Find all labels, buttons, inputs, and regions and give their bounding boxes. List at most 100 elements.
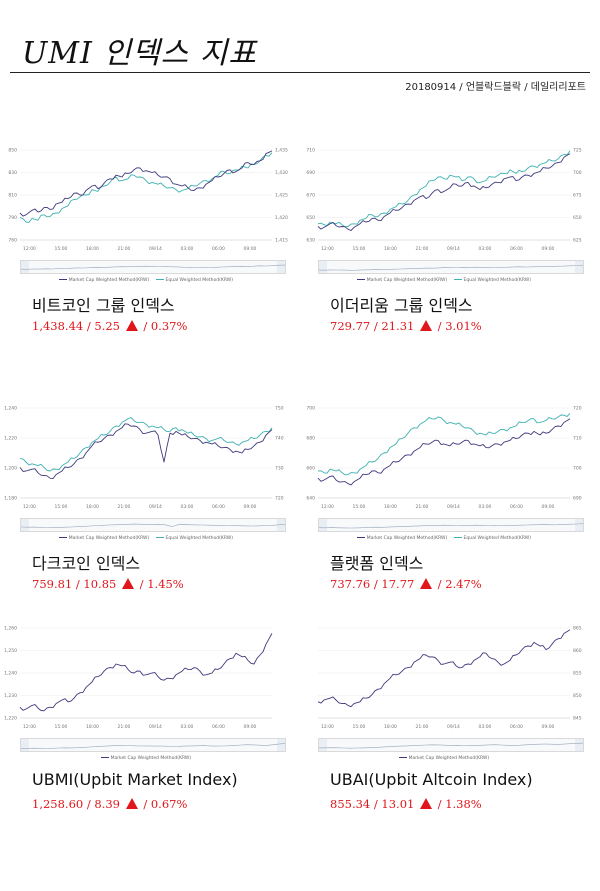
y-tick-label-right: 720 <box>573 406 582 412</box>
range-navigator[interactable] <box>318 260 584 274</box>
line-chart: 1,220 1,230 1,240 1,250 1,260 12:00 15:00 18:00… <box>4 626 273 730</box>
index-card: 760 1,415 790 1,420 810 1,425 830 1,430 850 1,435… <box>2 140 292 360</box>
x-tick-label: 21:00 <box>117 246 130 252</box>
x-tick-label: 09:00 <box>243 724 256 730</box>
y-tick-label-left: 1,230 <box>4 693 17 699</box>
legend-label: Market Cap Weighted Method(KRW) <box>68 278 150 283</box>
index-card: 845 850 855 860 865 12:00 15:00 18:00 21:00 09/14… <box>300 618 590 838</box>
x-tick-label: 09:00 <box>541 504 554 510</box>
legend-label: Market Cap Weighted Method(KRW) <box>408 756 490 761</box>
y-tick-label-right: 865 <box>573 626 582 632</box>
index-price-change: 737.76 / 17.77 <box>330 577 415 591</box>
x-tick-label: 18:00 <box>384 724 397 730</box>
y-tick-label-left: 1,220 <box>4 716 17 722</box>
y-tick-label-left: 690 <box>306 170 315 176</box>
y-tick-label-left: 830 <box>8 170 17 176</box>
series-line-equal-weight <box>317 150 571 228</box>
legend-label: Equal Weighted Method(KRW) <box>165 536 234 541</box>
x-tick-label: 18:00 <box>86 246 99 252</box>
y-tick-label-left: 660 <box>306 466 315 472</box>
legend-swatch <box>58 278 67 281</box>
range-navigator[interactable] <box>318 518 584 532</box>
legend-swatch <box>356 278 365 281</box>
up-triangle-icon <box>125 798 138 809</box>
x-tick-label: 21:00 <box>415 504 428 510</box>
legend-label: Market Cap Weighted Method(KRW) <box>110 756 192 761</box>
y-tick-label-right: 675 <box>573 193 582 199</box>
y-tick-label-right: 710 <box>573 436 582 442</box>
index-percent-change: / 1.45% <box>139 577 184 591</box>
index-card: 630 625 650 650 670 675 690 700 710 725 12:00 15:00… <box>300 140 590 360</box>
legend-swatch <box>453 536 462 539</box>
x-tick-label: 18:00 <box>86 724 99 730</box>
index-value: 759.81 / 10.85 / 1.45% <box>32 577 184 591</box>
index-value: 1,258.60 / 8.39 / 0.67% <box>32 797 187 811</box>
y-tick-label-left: 680 <box>306 436 315 442</box>
x-tick-label: 06:00 <box>510 246 523 252</box>
navigator-line <box>21 264 285 270</box>
y-tick-label-right: 1,420 <box>275 215 288 221</box>
x-tick-label: 03:00 <box>478 246 491 252</box>
chart-legend: Market Cap Weighted Method(KRW) Equal We… <box>2 278 292 283</box>
navigator-line <box>21 743 285 749</box>
x-tick-label: 06:00 <box>510 504 523 510</box>
range-navigator[interactable] <box>20 260 286 274</box>
legend-swatch <box>453 278 462 281</box>
y-tick-label-right: 650 <box>573 215 582 221</box>
x-tick-label: 12:00 <box>321 724 334 730</box>
navigator-sparkline <box>21 523 285 529</box>
chart-legend: Market Cap Weighted Method(KRW) Equal We… <box>300 536 590 541</box>
index-value: 1,438.44 / 5.25 / 0.37% <box>32 319 187 333</box>
navigator-sparkline <box>319 742 583 749</box>
legend-label: Equal Weighted Method(KRW) <box>463 536 532 541</box>
y-tick-label-left: 1,180 <box>4 496 17 502</box>
legend-swatch <box>155 536 164 539</box>
y-tick-label-left: 670 <box>306 193 315 199</box>
up-triangle-icon <box>420 320 433 331</box>
y-tick-label-right: 730 <box>275 466 284 472</box>
x-tick-label: 03:00 <box>478 504 491 510</box>
x-tick-label: 18:00 <box>384 246 397 252</box>
index-value: 729.77 / 21.31 / 3.01% <box>330 319 482 333</box>
index-card: 640 690 660 700 680 710 700 720 12:00 15:00 18:00 2… <box>300 398 590 618</box>
index-percent-change: / 3.01% <box>437 319 482 333</box>
range-navigator[interactable] <box>20 518 286 532</box>
x-tick-label: 21:00 <box>415 246 428 252</box>
x-tick-label: 21:00 <box>415 724 428 730</box>
range-navigator[interactable] <box>20 738 286 752</box>
navigator-line <box>21 523 285 529</box>
x-tick-label: 09/14 <box>149 724 162 730</box>
y-tick-label-right: 1,425 <box>275 193 288 199</box>
navigator-sparkline <box>319 523 583 529</box>
x-tick-label: 03:00 <box>478 724 491 730</box>
index-card: 1,220 1,230 1,240 1,250 1,260 12:00 15:00 18:00… <box>2 618 292 838</box>
y-tick-label-left: 700 <box>306 406 315 412</box>
x-tick-label: 21:00 <box>117 504 130 510</box>
line-chart: 1,180 720 1,200 730 1,220 740 1,240 750 12:00 15:… <box>4 406 284 511</box>
chart-legend: Market Cap Weighted Method(KRW) <box>2 756 292 761</box>
y-tick-label-left: 810 <box>8 193 17 199</box>
x-tick-label: 09/14 <box>447 504 460 510</box>
range-navigator[interactable] <box>318 738 584 752</box>
index-percent-change: / 2.47% <box>437 577 482 591</box>
legend-swatch <box>100 756 109 759</box>
y-tick-label-right: 855 <box>573 671 582 677</box>
legend-label: Market Cap Weighted Method(KRW) <box>366 536 448 541</box>
navigator-line <box>319 523 583 529</box>
y-tick-label-right: 845 <box>573 716 582 722</box>
y-tick-label-right: 740 <box>275 436 284 442</box>
series-line-equal-weight <box>19 417 273 472</box>
series-line-market-cap <box>317 153 571 231</box>
legend-label: Equal Weighted Method(KRW) <box>165 278 234 283</box>
y-tick-label-left: 650 <box>306 215 315 221</box>
index-name: 비트코인 그룹 인덱스 <box>32 296 175 315</box>
x-tick-label: 03:00 <box>180 504 193 510</box>
legend-swatch <box>155 278 164 281</box>
x-tick-label: 06:00 <box>212 724 225 730</box>
index-price-change: 729.77 / 21.31 <box>330 319 415 333</box>
y-tick-label-left: 760 <box>8 238 17 244</box>
x-tick-label: 06:00 <box>212 246 225 252</box>
index-name: 다크코인 인덱스 <box>32 554 141 573</box>
index-name: 플랫폼 인덱스 <box>330 554 424 573</box>
index-name: UBMI(Upbit Market Index) <box>32 770 238 789</box>
